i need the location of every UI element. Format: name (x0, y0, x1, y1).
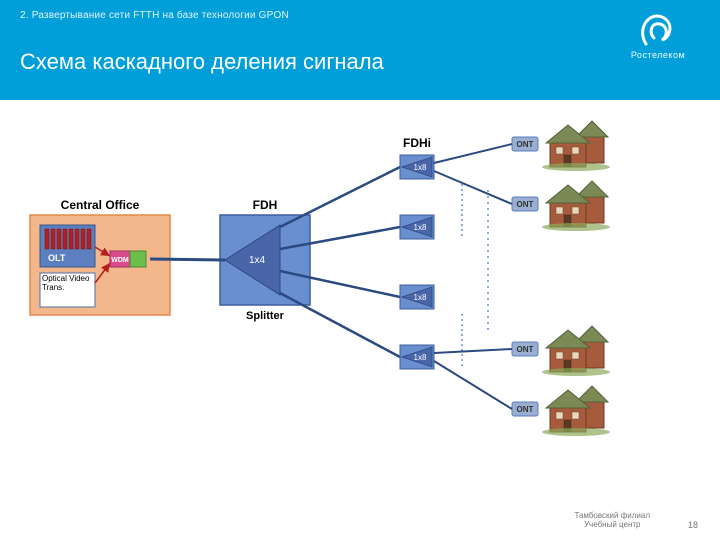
dot (487, 304, 489, 306)
central-office-label: Central Office (61, 198, 140, 212)
dot (487, 238, 489, 240)
drop-line (434, 171, 512, 204)
dot (461, 329, 463, 331)
wdm-green (130, 251, 146, 267)
optical-label: Optical Video Trans. (42, 275, 93, 293)
olt-card (63, 229, 67, 249)
dot (487, 274, 489, 276)
split1-label: 1x4 (249, 255, 266, 266)
fdhi-label: FDHi (403, 136, 431, 150)
dot (461, 354, 463, 356)
dot (487, 322, 489, 324)
dot (461, 224, 463, 226)
dot (461, 344, 463, 346)
dot (461, 214, 463, 216)
ont-label: ONT (517, 345, 534, 354)
optical-label-wrap: Optical Video Trans. (42, 275, 93, 305)
dot (461, 314, 463, 316)
dot (461, 359, 463, 361)
wdm-label: WDM (111, 257, 129, 264)
dot (487, 268, 489, 270)
olt-label: OLT (48, 253, 66, 263)
dot (461, 319, 463, 321)
footer-line2: Учебный центр (584, 520, 641, 529)
dot (461, 234, 463, 236)
brand-text: Ростелеком (614, 50, 702, 60)
dot (487, 316, 489, 318)
olt-card (57, 229, 61, 249)
drop-line (434, 361, 512, 409)
slide-title: Схема каскадного деления сигнала (20, 49, 700, 75)
split2-label: 1x8 (414, 163, 427, 172)
dot (461, 334, 463, 336)
olt-card (69, 229, 73, 249)
olt-card (51, 229, 55, 249)
fdh-label: FDH (253, 198, 278, 212)
dot (487, 202, 489, 204)
olt-card (87, 229, 91, 249)
dot (487, 208, 489, 210)
dot (487, 232, 489, 234)
house (542, 121, 610, 171)
branch-line (280, 167, 400, 227)
dot (461, 209, 463, 211)
dot (461, 184, 463, 186)
brand-logo: Ростелеком (614, 14, 702, 74)
dot (487, 292, 489, 294)
olt-card (81, 229, 85, 249)
splitter-label: Splitter (246, 310, 285, 322)
dot (487, 310, 489, 312)
section-label: 2. Развертывание сети FTTH на базе техно… (20, 10, 700, 21)
ont-label: ONT (517, 140, 534, 149)
ont-label: ONT (517, 405, 534, 414)
page-number: 18 (688, 520, 698, 530)
split2-label: 1x8 (414, 353, 427, 362)
split2-label: 1x8 (414, 293, 427, 302)
dot (461, 324, 463, 326)
dot (461, 194, 463, 196)
dot (487, 226, 489, 228)
house (542, 181, 610, 231)
house (542, 386, 610, 436)
dot (487, 196, 489, 198)
dot (487, 298, 489, 300)
dot (487, 286, 489, 288)
dot (487, 244, 489, 246)
footer-line1: Тамбовский филиал (574, 511, 650, 520)
dot (487, 214, 489, 216)
ont-label: ONT (517, 200, 534, 209)
olt-card (75, 229, 79, 249)
footer-branch: Тамбовский филиал Учебный центр (574, 511, 650, 530)
dot (461, 199, 463, 201)
house (542, 326, 610, 376)
dot (487, 262, 489, 264)
ear-icon (640, 14, 676, 48)
diagram-svg: Central Office OLT Optical Video Trans. WDM… (0, 105, 720, 485)
branch-line (280, 293, 400, 357)
slide-header: 2. Развертывание сети FTTH на базе техно… (0, 0, 720, 100)
split2-label: 1x8 (414, 223, 427, 232)
dot (461, 189, 463, 191)
dot (487, 256, 489, 258)
dot (461, 219, 463, 221)
dot (487, 328, 489, 330)
diagram-stage: Central Office OLT Optical Video Trans. WDM… (0, 105, 720, 485)
olt-card (45, 229, 49, 249)
drop-line (434, 144, 512, 163)
dot (487, 190, 489, 192)
dot (487, 220, 489, 222)
dot (461, 204, 463, 206)
dot (461, 364, 463, 366)
dot (461, 229, 463, 231)
dot (461, 339, 463, 341)
drop-line (434, 349, 512, 353)
dot (487, 250, 489, 252)
dot (487, 280, 489, 282)
trunk-line (150, 259, 225, 260)
